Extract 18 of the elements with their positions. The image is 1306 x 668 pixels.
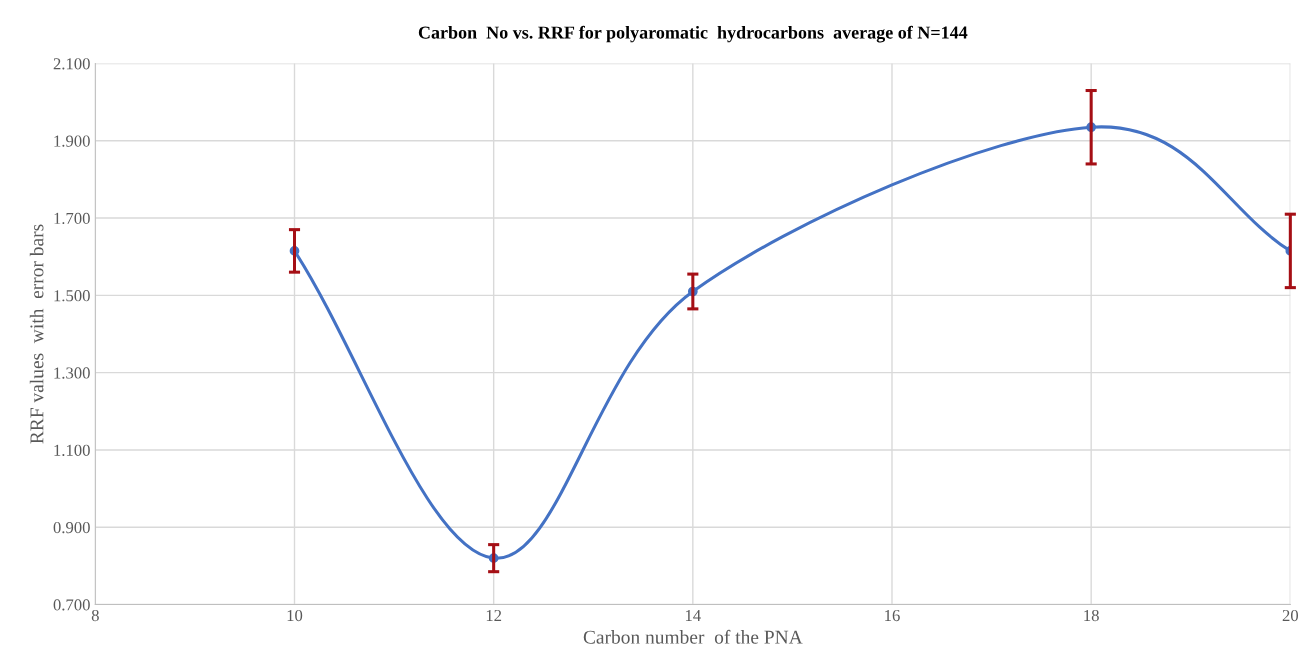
y-tick-label: 2.100 bbox=[53, 58, 90, 70]
y-tick-label: 0.900 bbox=[53, 521, 90, 534]
y-tick-label: 1.500 bbox=[54, 290, 90, 302]
x-tick-label: 16 bbox=[885, 609, 900, 622]
x-tick-label: 8 bbox=[91, 609, 99, 622]
y-tick-label: 1.100 bbox=[54, 444, 90, 456]
y-tick-label: 1.700 bbox=[54, 212, 90, 225]
chart-title: Carbon No vs. RRF for polyaromatic hydrocarbons average of N=144 bbox=[418, 25, 968, 43]
x-tick-label: 10 bbox=[287, 609, 303, 622]
y-tick-label: 1.300 bbox=[54, 367, 90, 379]
x-tick-label: 18 bbox=[1084, 609, 1099, 622]
x-tick-label: 14 bbox=[685, 609, 701, 621]
y-axis-title: RRF values with error bars bbox=[29, 224, 44, 444]
x-tick-label: 12 bbox=[486, 609, 502, 621]
x-axis-title: Carbon number of the PNA bbox=[583, 629, 803, 644]
y-tick-label: 1.900 bbox=[54, 135, 90, 147]
x-tick-label: 20 bbox=[1282, 609, 1299, 622]
y-tick-label: 0.700 bbox=[53, 599, 90, 611]
